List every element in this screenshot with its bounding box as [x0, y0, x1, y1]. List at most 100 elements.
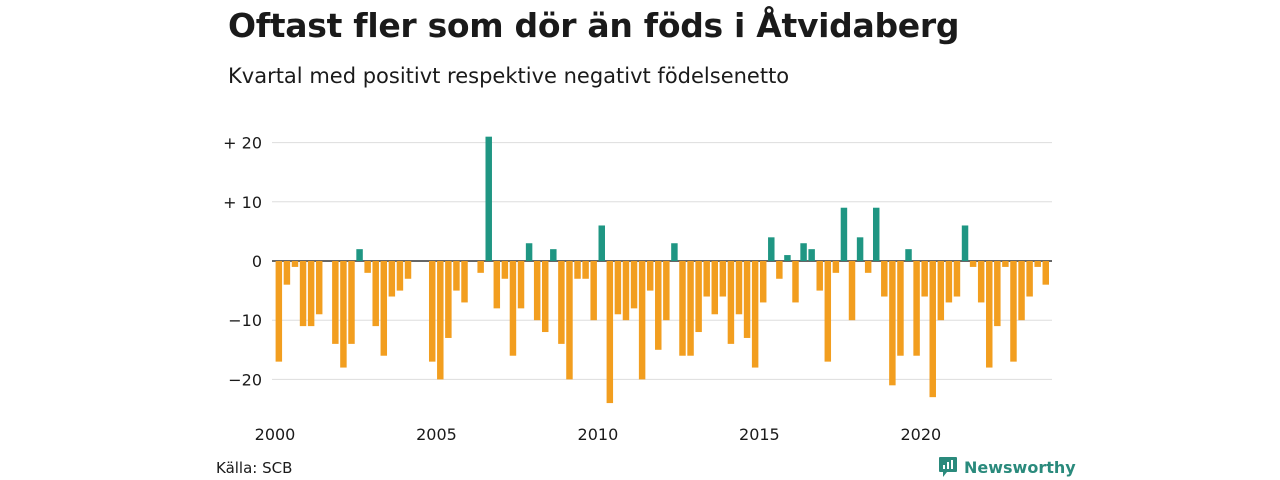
bar: [856, 237, 864, 261]
bar: [864, 261, 872, 273]
bar: [477, 261, 484, 273]
bar: [711, 261, 719, 315]
bar: [533, 261, 541, 321]
bar: [461, 261, 468, 303]
bar: [646, 261, 654, 291]
bar: [614, 261, 622, 315]
bar: [969, 261, 977, 267]
bar: [679, 261, 686, 356]
bar: [921, 261, 928, 297]
bar: [598, 225, 605, 261]
bar: [695, 261, 702, 333]
bar: [687, 261, 694, 356]
bar: [630, 261, 638, 309]
bar: [961, 225, 969, 261]
bar: [356, 249, 363, 261]
bar: [953, 261, 961, 297]
bar: [606, 261, 614, 404]
bar: [986, 261, 993, 368]
bar: [428, 261, 436, 362]
bar: [372, 261, 379, 327]
bar: [1026, 261, 1033, 297]
x-tick-label: 2010: [578, 425, 619, 444]
bar: [816, 261, 823, 291]
bar: [622, 261, 630, 321]
bar: [663, 261, 670, 321]
bar: [792, 261, 799, 303]
bar: [776, 261, 783, 279]
bar: [929, 261, 936, 398]
bar: [332, 261, 339, 344]
bar: [1010, 261, 1017, 362]
bar: [848, 261, 856, 321]
bar: [590, 261, 597, 321]
bar: [1034, 261, 1041, 267]
x-tick-label: 2020: [900, 425, 941, 444]
chart-subtitle: Kvartal med positivt respektive negativt…: [228, 64, 790, 88]
bar: [307, 261, 315, 327]
bar: [380, 261, 388, 356]
bar: [655, 261, 662, 350]
bar: [824, 261, 832, 362]
bar: [671, 243, 678, 261]
y-tick-label: + 20: [223, 134, 262, 153]
bar: [808, 249, 815, 261]
chart-title: Oftast fler som dör än föds i Åtvidaberg: [228, 6, 960, 45]
bar: [1002, 261, 1009, 267]
bar: [348, 261, 355, 344]
bar: [977, 261, 985, 303]
bar: [872, 207, 880, 261]
bar: [340, 261, 347, 368]
bar: [396, 261, 404, 291]
bar: [881, 261, 888, 297]
bar: [703, 261, 710, 297]
bar: [759, 261, 767, 303]
y-tick-label: 0: [252, 252, 262, 271]
x-tick-label: 2005: [416, 425, 457, 444]
bar: [832, 261, 840, 273]
bar: [299, 261, 307, 327]
bar: [1042, 261, 1049, 285]
bar: [493, 261, 501, 309]
bar: [937, 261, 945, 321]
source-note: Källa: SCB: [216, 459, 293, 477]
bar: [784, 255, 791, 261]
bar: [542, 261, 549, 333]
bar: [840, 207, 848, 261]
bars: [275, 136, 1049, 404]
bar: [315, 261, 323, 315]
bar: [437, 261, 444, 380]
bar: [1018, 261, 1025, 321]
bar: [574, 261, 581, 279]
bar: [291, 261, 299, 267]
x-tick-label: 2015: [739, 425, 780, 444]
bar: [889, 261, 896, 386]
bar: [994, 261, 1001, 327]
bar: [905, 249, 912, 261]
bar: [388, 261, 396, 297]
bar: [566, 261, 573, 380]
bar: [582, 261, 589, 279]
bar: [445, 261, 452, 338]
bar: [283, 261, 291, 285]
x-tick-label: 2000: [255, 425, 296, 444]
bar: [768, 237, 775, 261]
bar: [945, 261, 953, 303]
newsworthy-logo-icon: [939, 457, 957, 477]
y-tick-label: + 10: [223, 193, 262, 212]
y-tick-label: −10: [228, 311, 262, 330]
bar: [735, 261, 743, 315]
brand-name: Newsworthy: [964, 457, 1076, 477]
bar: [719, 261, 727, 297]
bar: [404, 261, 412, 279]
bar: [743, 261, 751, 338]
bar: [913, 261, 920, 356]
y-tick-label: −20: [228, 370, 262, 389]
bar: [751, 261, 759, 368]
bar: [453, 261, 460, 291]
bar: [800, 243, 807, 261]
brand: Newsworthy: [938, 456, 1076, 478]
bar: [509, 261, 517, 356]
bar: [897, 261, 904, 356]
axis-labels: + 20 + 10 0 −10 −20 2000 2005 2010 2015 2020: [223, 134, 941, 444]
